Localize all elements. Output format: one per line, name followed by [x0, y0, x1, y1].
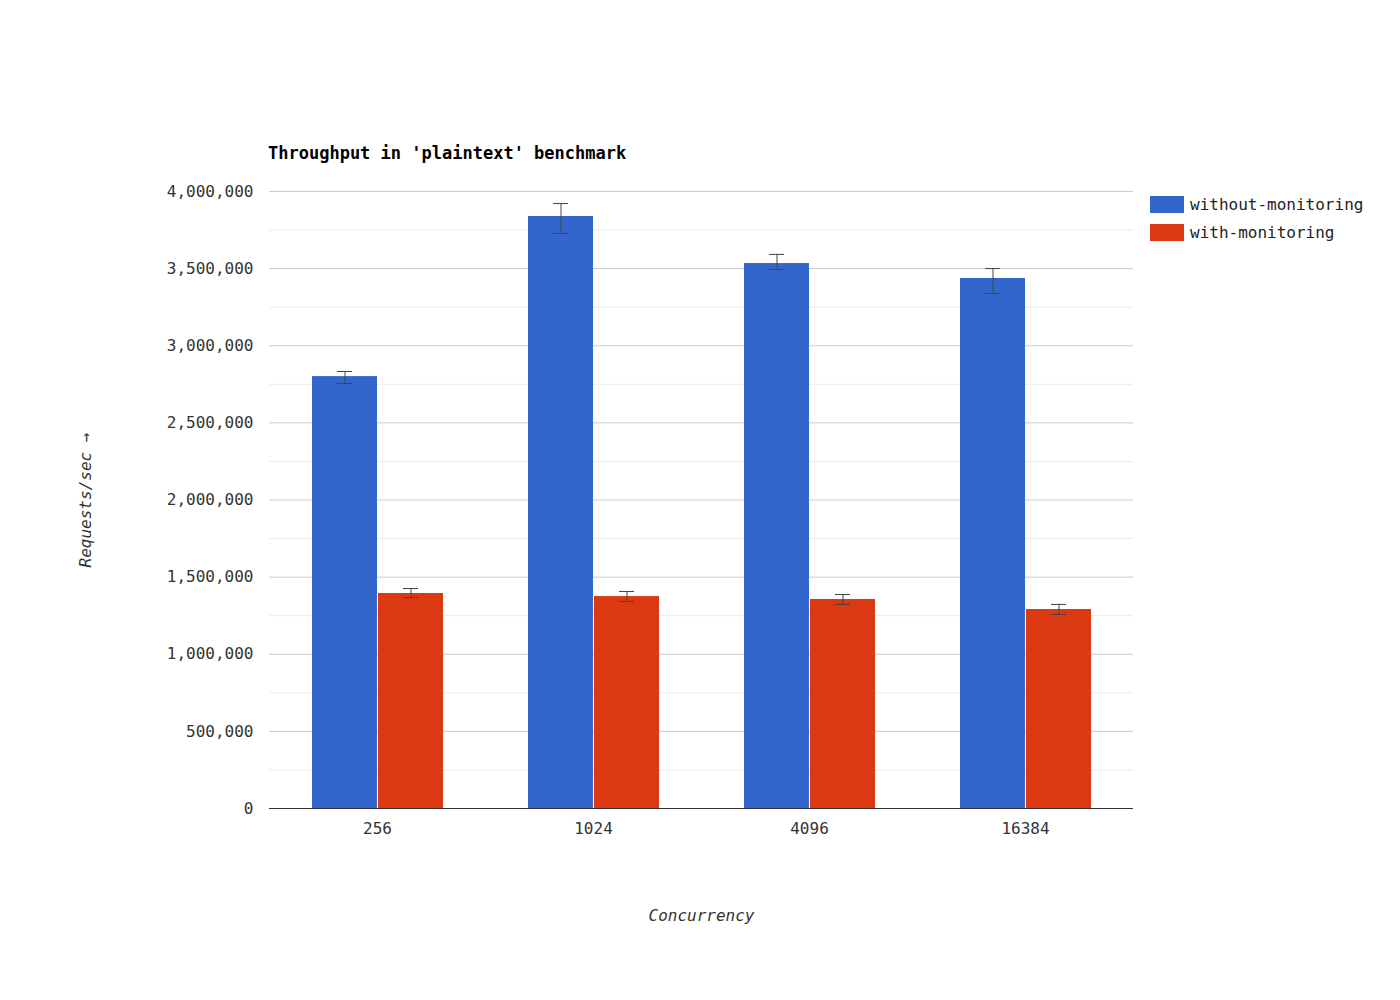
- svg-text:500,000: 500,000: [186, 721, 253, 740]
- svg-text:2,500,000: 2,500,000: [167, 413, 254, 432]
- svg-text:4,000,000: 4,000,000: [167, 182, 254, 201]
- html-text:with-monitoring: with-monitoring: [1190, 222, 1335, 242]
- svg-text:3,000,000: 3,000,000: [167, 336, 254, 355]
- svg-text:3,500,000: 3,500,000: [167, 259, 254, 278]
- svg-text:16384: 16384: [1001, 819, 1049, 838]
- svg-text:1024: 1024: [574, 819, 613, 838]
- svg-text:2,000,000: 2,000,000: [167, 490, 254, 509]
- svg-text:1,000,000: 1,000,000: [167, 644, 254, 663]
- svg-text:Requests/sec →: Requests/sec →: [76, 432, 95, 567]
- svg-text:256: 256: [363, 819, 392, 838]
- svg-text:0: 0: [244, 799, 254, 818]
- svg-text:4096: 4096: [790, 819, 829, 838]
- html-text:Throughput in 'plaintext' benc: Throughput in 'plaintext' benchmark: [268, 143, 627, 163]
- svg-text:1,500,000: 1,500,000: [167, 567, 254, 586]
- svg-text:Concurrency: Concurrency: [649, 906, 755, 925]
- html-text:without-monitoring: without-monitoring: [1190, 194, 1364, 214]
